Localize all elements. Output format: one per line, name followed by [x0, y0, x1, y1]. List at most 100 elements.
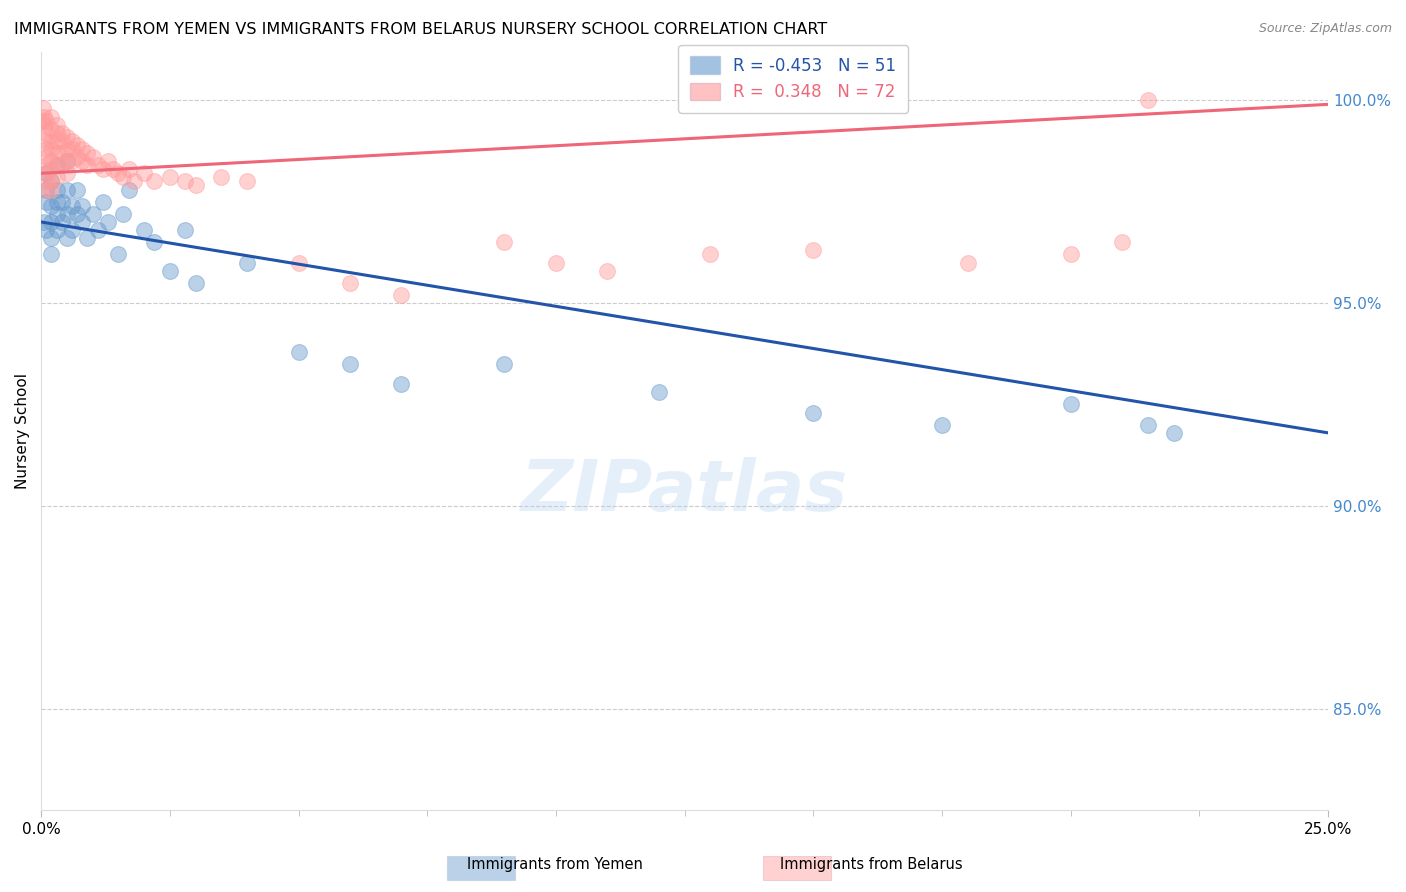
Point	[32, 118, 55, 132]
Point	[76, 231, 98, 245]
Point	[45, 194, 67, 209]
Point	[236, 174, 259, 188]
Point	[56, 129, 79, 144]
Point	[91, 162, 114, 177]
Point	[1136, 93, 1159, 107]
Point	[1060, 247, 1083, 261]
Point	[35, 142, 58, 156]
Point	[56, 142, 79, 156]
Text: Source: ZipAtlas.com: Source: ZipAtlas.com	[1258, 22, 1392, 36]
Point	[236, 255, 259, 269]
Point	[103, 162, 125, 177]
Point	[76, 158, 98, 172]
Point	[56, 154, 79, 169]
Point	[956, 255, 979, 269]
Point	[287, 255, 309, 269]
Point	[117, 182, 139, 196]
Point	[699, 247, 721, 261]
Point	[159, 170, 181, 185]
Point	[72, 199, 94, 213]
Point	[391, 288, 413, 302]
Point	[143, 174, 166, 188]
Point	[45, 134, 67, 148]
Point	[45, 223, 67, 237]
Point	[41, 134, 63, 148]
Point	[56, 154, 79, 169]
Point	[76, 146, 98, 161]
Point	[35, 126, 58, 140]
Point	[66, 150, 89, 164]
Point	[184, 178, 207, 193]
Point	[41, 154, 63, 169]
Y-axis label: Nursery School: Nursery School	[15, 373, 30, 489]
Point	[174, 223, 197, 237]
Point	[41, 142, 63, 156]
Point	[117, 162, 139, 177]
Point	[596, 263, 619, 277]
Point	[107, 166, 129, 180]
Point	[494, 357, 516, 371]
Point	[35, 182, 58, 196]
Point	[97, 215, 120, 229]
Point	[391, 377, 413, 392]
Legend: R = -0.453   N = 51, R =  0.348   N = 72: R = -0.453 N = 51, R = 0.348 N = 72	[678, 45, 908, 112]
Point	[41, 231, 63, 245]
Point	[35, 113, 58, 128]
Point	[35, 150, 58, 164]
Text: Immigrants from Yemen: Immigrants from Yemen	[467, 857, 644, 872]
Point	[51, 126, 73, 140]
Point	[41, 182, 63, 196]
Text: ZIPatlas: ZIPatlas	[522, 457, 848, 526]
Point	[174, 174, 197, 188]
Point	[41, 162, 63, 177]
Point	[45, 207, 67, 221]
Point	[82, 207, 104, 221]
Point	[45, 182, 67, 196]
Point	[143, 235, 166, 250]
Point	[1111, 235, 1133, 250]
Point	[41, 247, 63, 261]
Point	[51, 194, 73, 209]
Point	[41, 121, 63, 136]
Text: IMMIGRANTS FROM YEMEN VS IMMIGRANTS FROM BELARUS NURSERY SCHOOL CORRELATION CHAR: IMMIGRANTS FROM YEMEN VS IMMIGRANTS FROM…	[14, 22, 827, 37]
Point	[45, 158, 67, 172]
Point	[31, 102, 53, 116]
Point	[66, 137, 89, 152]
Point	[45, 126, 67, 140]
Point	[45, 158, 67, 172]
Point	[112, 170, 135, 185]
Point	[1136, 417, 1159, 432]
Point	[32, 110, 55, 124]
Point	[91, 194, 114, 209]
Point	[41, 174, 63, 188]
Point	[31, 113, 53, 128]
Point	[41, 110, 63, 124]
Point	[287, 344, 309, 359]
Point	[45, 170, 67, 185]
Point	[56, 166, 79, 180]
Point	[51, 134, 73, 148]
Point	[35, 223, 58, 237]
Point	[35, 182, 58, 196]
Point	[72, 154, 94, 169]
Point	[209, 170, 232, 185]
Point	[45, 118, 67, 132]
Point	[1060, 397, 1083, 411]
Point	[66, 207, 89, 221]
Point	[35, 166, 58, 180]
Point	[132, 166, 155, 180]
Point	[35, 158, 58, 172]
Point	[51, 158, 73, 172]
Point	[339, 357, 361, 371]
Point	[56, 231, 79, 245]
Point	[51, 146, 73, 161]
Point	[72, 142, 94, 156]
Point	[107, 247, 129, 261]
Point	[1163, 425, 1185, 440]
Point	[45, 146, 67, 161]
Point	[32, 215, 55, 229]
Point	[41, 199, 63, 213]
Point	[35, 134, 58, 148]
Point	[87, 158, 110, 172]
Point	[494, 235, 516, 250]
